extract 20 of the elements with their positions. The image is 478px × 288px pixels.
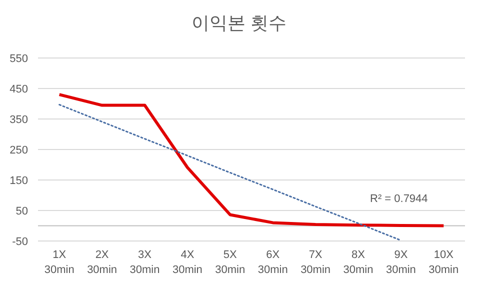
y-tick-label: 350 <box>10 114 28 126</box>
x-tick-label: 1X 30min <box>44 249 74 276</box>
x-tick-label: 4X 30min <box>172 249 202 276</box>
y-tick-label: -50 <box>12 236 28 248</box>
chart-title: 이익본 횟수 <box>191 13 287 33</box>
x-tick-label: 3X 30min <box>130 249 160 276</box>
y-tick-label: 50 <box>16 206 28 218</box>
x-tick-label: 5X 30min <box>215 249 246 276</box>
x-tick-label: 10X 30min <box>428 249 459 276</box>
x-tick-label: 2X 30min <box>87 249 118 276</box>
y-tick-label: 550 <box>10 53 28 65</box>
x-tick-label: 9X 30min <box>386 249 416 276</box>
line-series <box>58 93 446 228</box>
y-tick-label: 450 <box>10 84 28 96</box>
y-tick-label: 250 <box>10 144 28 156</box>
x-tick-label: 8X 30min <box>343 249 374 276</box>
x-tick-label: 7X 30min <box>300 249 331 276</box>
annotation: R² = 0.7944 <box>370 193 428 205</box>
x-tick-label: 6X 30min <box>258 249 288 276</box>
y-tick-label: 150 <box>10 175 28 187</box>
